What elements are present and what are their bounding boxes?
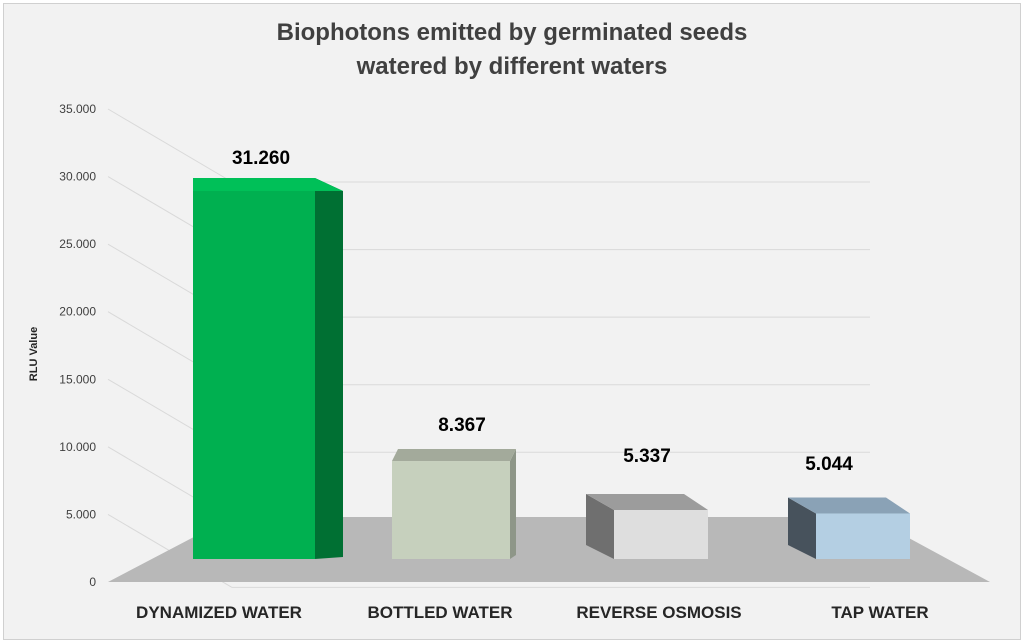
y-tick-label: 30.000: [59, 170, 96, 184]
bar-top: [392, 449, 516, 462]
data-label: 5.337: [623, 446, 671, 467]
bar-side: [586, 493, 614, 559]
bar-side: [315, 178, 343, 559]
bar-front: [614, 509, 708, 559]
y-tick-label: 0: [89, 575, 96, 589]
y-tick-label: 15.000: [59, 372, 96, 386]
bar-reverse-osmosis: [586, 493, 708, 559]
chart-title-line-2: watered by different waters: [356, 53, 668, 80]
bar-bottled-water: [392, 449, 516, 559]
y-axis-label: RLU Value: [28, 327, 40, 381]
bar-side: [788, 497, 816, 559]
data-label: 8.367: [438, 415, 486, 436]
y-tick-label: 25.000: [59, 237, 96, 251]
x-category-label: REVERSE OSMOSIS: [576, 603, 741, 622]
gridline-diagonal: [107, 108, 233, 183]
data-label: 31.260: [232, 148, 290, 169]
y-tick-label: 10.000: [59, 440, 96, 454]
bar-side: [510, 449, 516, 559]
x-category-label: BOTTLED WATER: [367, 603, 512, 622]
bar-top: [586, 493, 708, 510]
data-label: 5.044: [805, 454, 853, 475]
bar-top: [193, 178, 343, 191]
chart-title-line-1: Biophotons emitted by germinated seeds: [277, 19, 748, 46]
bar-tap-water: [788, 497, 910, 559]
bar-top: [788, 497, 910, 514]
bar-dynamized-water: [193, 178, 343, 559]
x-category-label: TAP WATER: [831, 603, 928, 622]
y-tick-label: 5.000: [66, 507, 96, 521]
bar-front: [193, 178, 315, 559]
y-tick-label: 35.000: [59, 102, 96, 116]
x-category-label: DYNAMIZED WATER: [136, 603, 302, 622]
y-tick-label: 20.000: [59, 305, 96, 319]
bar-front: [816, 513, 910, 559]
bar-front: [392, 461, 510, 559]
